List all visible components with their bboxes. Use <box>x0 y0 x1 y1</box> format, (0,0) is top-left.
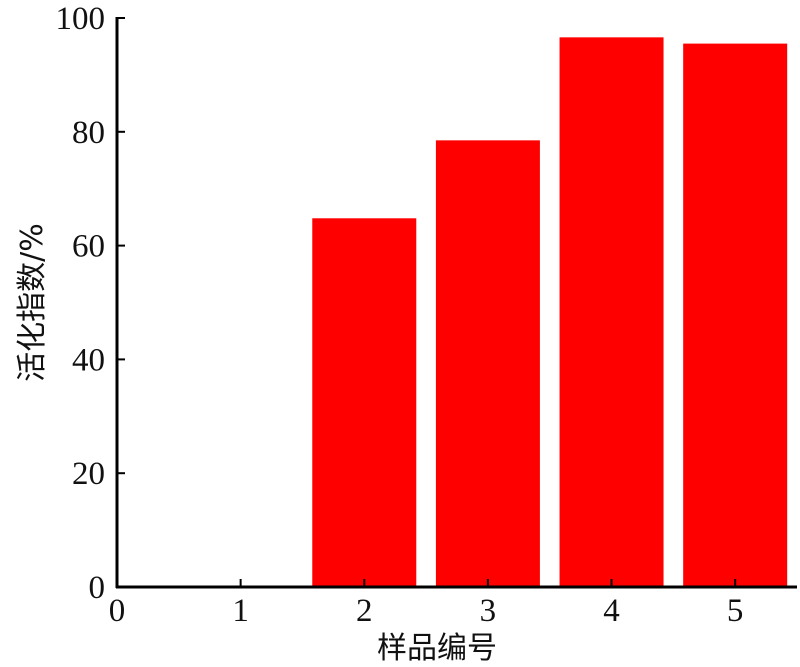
axes-group <box>115 17 797 589</box>
bar-2 <box>312 218 417 587</box>
y-ticks-group: 0 20 40 60 80 100 <box>56 1 125 606</box>
y-tick-label: 100 <box>56 1 106 37</box>
y-tick-label: 80 <box>72 115 105 151</box>
y-tick-label: 0 <box>89 570 106 606</box>
x-tick-label: 0 <box>109 593 126 629</box>
bar-4 <box>559 37 664 587</box>
x-axis-title: 样品编号 <box>377 631 497 666</box>
x-tick-label: 1 <box>232 593 249 629</box>
y-tick-label: 60 <box>72 229 105 265</box>
x-tick-label: 4 <box>603 593 620 629</box>
x-tick-label: 2 <box>356 593 373 629</box>
x-tick-label: 5 <box>727 593 744 629</box>
y-axis-title: 活化指数/% <box>15 223 50 382</box>
bars-group <box>312 37 788 588</box>
bar-5 <box>683 43 788 588</box>
x-ticks-group: 0 1 2 3 4 5 <box>109 579 744 629</box>
y-tick-label: 40 <box>72 342 105 378</box>
bar-3 <box>435 140 540 587</box>
y-tick-label: 20 <box>72 456 105 492</box>
x-tick-label: 3 <box>480 593 497 629</box>
